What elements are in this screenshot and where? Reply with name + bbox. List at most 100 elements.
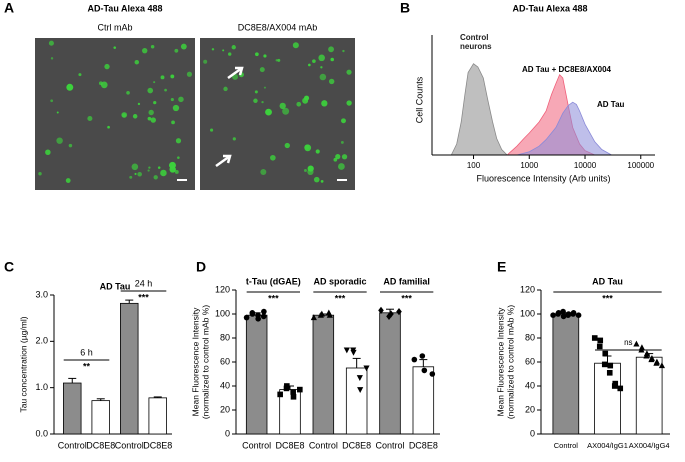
bar [245,314,268,435]
fluorescent-spot [346,69,352,75]
data-point [388,310,394,318]
fluorescent-spot [56,111,59,114]
x-tick-label: Control [309,440,338,450]
image-caption: Ctrl mAb [97,22,132,32]
fluorescent-spot [203,59,208,64]
significance: *** [138,292,149,302]
fluorescent-spot [177,156,180,159]
x-tick-label: 100 [467,161,481,170]
data-point [249,310,256,316]
data-point [290,389,296,395]
chart-title: AD-Tau Alexa 488 [512,3,587,13]
fluorescent-spot [228,52,232,56]
fluorescent-spot [113,46,117,49]
x-tick-label: AX004/IgG4 [629,441,670,450]
x-tick-label: DC8E8 [86,440,115,450]
y-tick-label: 120 [215,284,230,294]
arrow [223,154,232,164]
fluorescent-spot [104,63,110,70]
data-point [653,359,660,366]
bracket-label: 24 h [135,278,153,288]
x-tick-label: DC8E8 [342,440,371,450]
significance: *** [401,293,412,303]
x-tick-label: 10000 [574,161,597,170]
chart-title: AD Tau [100,281,131,291]
y-tick-label: 40 [525,380,535,390]
fluorescent-spot [66,83,74,91]
x-tick-label: DC8E8 [409,440,438,450]
y-tick-label: 20 [525,404,535,414]
data-point [411,356,418,363]
bar [345,367,368,435]
y-tick-label: 20 [220,404,230,414]
fluorescent-spot [153,100,157,105]
data-point [611,383,618,389]
data-point [290,394,297,400]
data-point [555,311,561,317]
data-point [378,306,384,315]
fluorescent-spot [141,47,148,54]
data-point [633,340,640,347]
bar [552,313,580,435]
fluorescent-spot [147,116,152,121]
fluorescent-spot [126,90,130,95]
series-label: AD Tau [597,100,625,109]
data-point [429,371,436,377]
significance: ** [83,361,91,371]
bar [412,366,435,435]
data-point [297,386,303,393]
fluorescent-spot [222,49,225,52]
fluorescent-spot [277,58,281,62]
fluorescent-spot [56,137,63,144]
data-point [560,313,567,320]
fluorescent-spot [65,178,71,183]
data-point [606,370,613,376]
y-tick-label: 60 [220,356,230,366]
fluorescent-spot [255,52,259,57]
y-axis-label: Mean Fluorescence Intensity [190,307,200,416]
x-tick-label: 1000 [520,161,538,170]
fluorescent-spot [318,54,325,62]
fluorescent-spot [315,149,320,154]
fluorescent-spot [121,112,128,118]
bar [148,397,167,435]
chart-title: AD Tau [592,276,623,286]
fluorescent-spot [340,140,344,144]
fluorescent-spot [134,172,137,175]
significance: *** [602,293,613,303]
histogram-area [450,63,509,156]
panel-letter: E [497,259,506,275]
fluorescent-spot [304,169,307,172]
fluorescent-spot [137,102,141,106]
fluorescent-spot [68,143,73,148]
y-axis-label: (normalized to control mAb %) [200,305,210,419]
bar [91,400,110,435]
fluorescent-spot [98,81,103,86]
fluorescent-spot [328,78,335,85]
fluorescent-spot [307,168,314,176]
data-point [363,365,370,372]
y-tick-label: 100 [520,308,535,318]
x-tick-label: AX004/IgG1 [587,441,628,450]
data-point [261,308,267,315]
fluorescent-spot [284,142,290,149]
fluorescent-spot [231,45,236,50]
data-point [643,352,650,359]
fluorescent-spot [338,163,345,170]
data-point [596,343,603,350]
fluorescent-spot [211,48,215,51]
fluorescent-spot [178,96,184,103]
bar [63,382,82,435]
fluorescent-spot [282,107,290,115]
data-point [396,307,402,316]
fluorescent-spot [342,49,345,53]
fluorescent-spot [223,86,228,92]
data-point [326,311,333,318]
x-tick-label: DC8E8 [275,440,304,450]
x-tick-label: Control [242,440,271,450]
image-caption: DC8E8/AX004 mAb [238,22,318,32]
fluorescent-spot [292,42,299,49]
y-tick-label: 80 [525,332,535,342]
fluorescent-spot [308,63,311,67]
fluorescent-spot [164,88,167,92]
